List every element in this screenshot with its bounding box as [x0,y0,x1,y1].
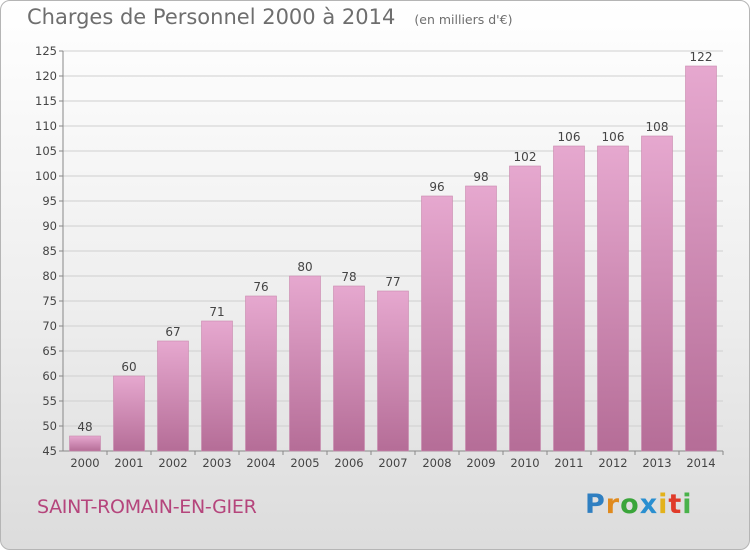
proxiti-logo: Proxiti [585,489,693,520]
y-tick-label: 55 [42,394,57,408]
data-label: 98 [473,170,488,184]
y-tick-label: 120 [35,69,57,83]
bar-2002 [157,340,189,452]
data-label: 76 [253,280,268,294]
bar-2008 [421,195,453,452]
bar-2010 [509,165,541,452]
x-tick-label: 2002 [158,456,187,470]
x-tick-label: 2003 [202,456,231,470]
x-tick-label: 2009 [466,456,495,470]
chart-title: Charges de Personnel 2000 à 2014 [27,5,396,29]
logo-letter: t [668,489,683,520]
y-tick-label: 65 [42,344,57,358]
y-tick-label: 45 [42,444,57,458]
bar-2001 [113,375,145,452]
data-label: 77 [385,275,400,289]
bar-2004 [245,295,277,452]
data-label: 122 [690,50,713,64]
bar-2000 [69,435,101,452]
x-tick-label: 2008 [422,456,451,470]
bar-2006 [333,285,365,452]
y-tick-label: 110 [35,119,57,133]
data-label: 96 [429,180,444,194]
data-label: 78 [341,270,356,284]
x-tick-label: 2010 [510,456,539,470]
y-tick-label: 60 [42,369,57,383]
logo-letter: i [658,489,669,520]
y-tick-label: 95 [42,194,57,208]
data-label: 106 [602,130,625,144]
data-label: 102 [514,150,537,164]
logo-letter: P [585,489,606,520]
y-tick-label: 90 [42,219,57,233]
x-tick-label: 2004 [246,456,275,470]
x-tick-label: 2014 [686,456,715,470]
data-label: 48 [77,420,92,434]
x-tick-label: 2000 [70,456,99,470]
bar-2005 [289,275,321,452]
y-tick-label: 70 [42,319,57,333]
y-tick-label: 85 [42,244,57,258]
x-tick-label: 2011 [554,456,583,470]
bar-2003 [201,320,233,452]
x-tick-label: 2007 [378,456,407,470]
logo-letter: r [605,489,621,520]
x-tick-label: 2005 [290,456,319,470]
commune-name: SAINT-ROMAIN-EN-GIER [37,496,257,518]
logo-letter: i [682,489,693,520]
data-label: 67 [165,325,180,339]
y-tick-label: 75 [42,294,57,308]
chart-unit-label: (en milliers d'€) [414,12,513,27]
bar-2013 [641,135,673,452]
data-label: 60 [121,360,136,374]
y-tick-label: 50 [42,419,57,433]
y-tick-label: 125 [35,44,57,58]
data-label: 106 [558,130,581,144]
logo-letter: o [620,489,640,520]
x-tick-label: 2006 [334,456,363,470]
data-label: 108 [646,120,669,134]
y-tick-label: 115 [35,94,57,108]
y-tick-label: 100 [35,169,57,183]
bar-2014 [685,65,717,452]
bar-2011 [553,145,585,452]
y-tick-label: 105 [35,144,57,158]
bar-2009 [465,185,497,452]
data-label: 80 [297,260,312,274]
labels: 45 50 55 60 65 70 75 80 85 90 95 100 105 110 115 120 125… [35,44,716,470]
x-tick-label: 2012 [598,456,627,470]
logo-letter: x [639,489,659,520]
x-tick-label: 2013 [642,456,671,470]
x-tick-label: 2001 [114,456,143,470]
chart-header: Charges de Personnel 2000 à 2014 (en mil… [27,5,512,29]
y-tick-label: 80 [42,269,57,283]
bar-2012 [597,145,629,452]
bar-2007 [377,290,409,452]
data-label: 71 [209,305,224,319]
bars [69,65,717,452]
